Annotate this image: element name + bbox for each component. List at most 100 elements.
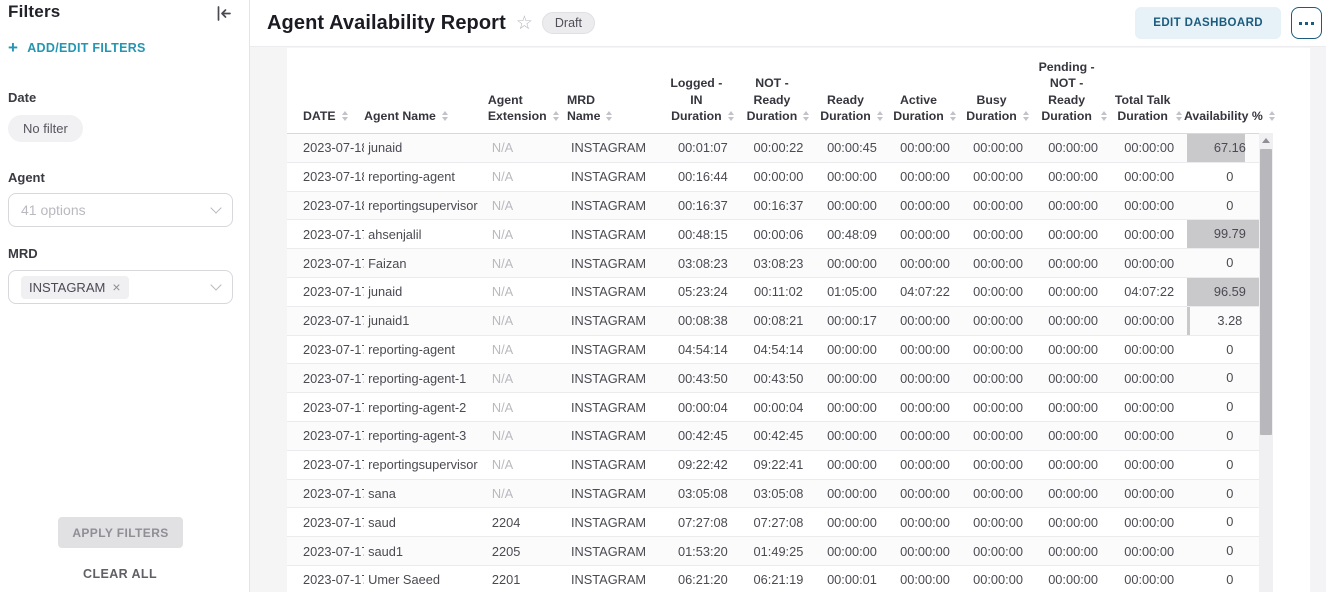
collapse-sidebar-button[interactable] <box>212 2 235 28</box>
page-header: Agent Availability Report ☆ Draft EDIT D… <box>250 0 1326 47</box>
cell-agent-extension: N/A <box>487 306 567 336</box>
cell-busy-duration: 00:00:00 <box>961 277 1035 307</box>
cell-logged-in-duration: 00:08:38 <box>664 306 742 336</box>
collapse-left-icon <box>214 6 233 26</box>
column-header-busy-duration[interactable]: Busy Duration <box>961 48 1035 134</box>
table-scrollbar-thumb[interactable] <box>1260 149 1272 435</box>
cell-active-duration: 00:00:00 <box>888 162 962 192</box>
cell-date: 2023-07-17 <box>287 277 365 307</box>
cell-active-duration: 00:00:00 <box>888 191 962 221</box>
cell-pending-not-ready-duration: 00:00:00 <box>1034 306 1112 336</box>
column-header-logged-in-duration[interactable]: Logged - IN Duration <box>664 48 742 134</box>
column-label: Busy Duration <box>966 92 1017 123</box>
column-header-availability[interactable]: Availability % <box>1183 48 1275 134</box>
cell-total-talk-duration: 00:00:00 <box>1111 191 1187 221</box>
cell-not-ready-duration: 01:49:25 <box>741 536 816 566</box>
cell-active-duration: 00:00:00 <box>888 392 962 422</box>
mrd-tag-label: INSTAGRAM <box>29 279 106 295</box>
cell-date: 2023-07-17 <box>287 565 365 592</box>
sort-icon <box>949 111 957 121</box>
table-header-row: DATE Agent Name Agent Extension MRD Name Log… <box>287 48 1275 134</box>
cell-busy-duration: 00:00:00 <box>961 450 1035 480</box>
cell-not-ready-duration: 00:43:50 <box>741 363 816 394</box>
cell-active-duration: 00:00:00 <box>888 133 962 163</box>
column-header-date[interactable]: DATE <box>287 48 365 134</box>
cell-ready-duration: 00:00:17 <box>815 306 889 336</box>
cell-availability: 67.16 <box>1186 133 1273 163</box>
availability-bar <box>1186 220 1273 248</box>
cell-not-ready-duration: 04:54:14 <box>741 335 816 365</box>
cell-pending-not-ready-duration: 00:00:00 <box>1034 507 1112 538</box>
filters-title: Filters <box>8 2 61 21</box>
cell-mrd-name: INSTAGRAM <box>566 450 665 480</box>
agent-select[interactable]: 41 options <box>8 193 233 227</box>
column-header-agent-extension[interactable]: Agent Extension <box>487 48 567 134</box>
column-header-ready-duration[interactable]: Ready Duration <box>815 48 889 134</box>
cell-mrd-name: INSTAGRAM <box>566 219 665 250</box>
cell-active-duration: 00:00:00 <box>888 306 962 336</box>
column-label: Agent Extension <box>487 92 547 123</box>
sort-icon <box>441 111 449 121</box>
cell-ready-duration: 00:00:00 <box>815 392 889 422</box>
cell-availability: 0 <box>1186 392 1273 422</box>
cell-mrd-name: INSTAGRAM <box>566 392 665 422</box>
cell-total-talk-duration: 04:07:22 <box>1111 277 1187 307</box>
cell-total-talk-duration: 00:00:00 <box>1111 507 1187 538</box>
column-header-mrd-name[interactable]: MRD Name <box>566 48 665 134</box>
date-filter-chip[interactable]: No filter <box>8 115 83 142</box>
cell-availability: 0 <box>1186 536 1273 566</box>
cell-pending-not-ready-duration: 00:00:00 <box>1034 450 1112 480</box>
cell-availability: 96.59 <box>1186 277 1273 307</box>
cell-agent-extension: N/A <box>487 363 567 394</box>
sort-icon <box>1022 111 1030 121</box>
table-scrollbar-track[interactable] <box>1259 133 1273 592</box>
cell-busy-duration: 00:00:00 <box>961 306 1035 336</box>
table-row: 2023-07-18 junaid N/A INSTAGRAM 00:01:07 00:0… <box>287 133 1273 163</box>
add-edit-filters-button[interactable]: + ADD/EDIT FILTERS <box>8 39 146 56</box>
cell-agent-extension: N/A <box>487 191 567 221</box>
add-edit-filters-label: ADD/EDIT FILTERS <box>27 41 146 55</box>
cell-date: 2023-07-17 <box>287 536 365 566</box>
cell-logged-in-duration: 07:27:08 <box>664 507 742 538</box>
cell-not-ready-duration: 00:00:04 <box>741 392 816 422</box>
column-header-total-talk-duration[interactable]: Total Talk Duration <box>1111 48 1187 134</box>
cell-busy-duration: 00:00:00 <box>961 565 1035 592</box>
cell-active-duration: 00:00:00 <box>888 363 962 394</box>
cell-ready-duration: 00:00:45 <box>815 133 889 163</box>
cell-agent-extension: N/A <box>487 421 567 451</box>
cell-total-talk-duration: 00:00:00 <box>1111 421 1187 451</box>
cell-date: 2023-07-18 <box>287 162 365 192</box>
cell-agent-name: Umer Saeed <box>364 565 488 592</box>
cell-agent-name: saud <box>364 507 488 538</box>
cell-pending-not-ready-duration: 00:00:00 <box>1034 277 1112 307</box>
more-menu-button[interactable] <box>1291 7 1322 39</box>
cell-mrd-name: INSTAGRAM <box>566 162 665 192</box>
column-label: Active Duration <box>893 92 944 123</box>
remove-tag-icon[interactable]: × <box>112 279 121 295</box>
scroll-up-arrow-icon[interactable] <box>1262 138 1270 143</box>
cell-ready-duration: 00:00:00 <box>815 536 889 566</box>
window-scrollbar-track[interactable] <box>1310 47 1326 592</box>
edit-dashboard-button[interactable]: EDIT DASHBOARD <box>1135 7 1281 39</box>
more-menu-icon <box>1299 21 1314 25</box>
mrd-select[interactable]: INSTAGRAM × <box>8 270 233 304</box>
cell-agent-extension: N/A <box>487 133 567 163</box>
cell-ready-duration: 00:00:00 <box>815 248 889 278</box>
clear-all-button[interactable]: CLEAR ALL <box>0 567 240 581</box>
column-label: Availability % <box>1183 108 1263 123</box>
cell-availability: 0 <box>1186 162 1273 192</box>
mrd-selected-tag: INSTAGRAM × <box>21 275 129 299</box>
apply-filters-button[interactable]: APPLY FILTERS <box>58 517 183 548</box>
table-row: 2023-07-17 reporting-agent N/A INSTAGRAM 04:… <box>287 335 1273 365</box>
cell-busy-duration: 00:00:00 <box>961 133 1035 163</box>
favorite-star-icon[interactable]: ☆ <box>515 12 533 34</box>
column-header-agent-name[interactable]: Agent Name <box>364 48 488 134</box>
column-header-not-ready-duration[interactable]: NOT - Ready Duration <box>741 48 816 134</box>
sort-icon <box>552 111 560 121</box>
column-header-pending-not-ready-duration[interactable]: Pending - NOT - Ready Duration <box>1034 48 1112 134</box>
table-row: 2023-07-17 Faizan N/A INSTAGRAM 03:08:23 03:0… <box>287 248 1273 278</box>
table-row: 2023-07-17 saud1 2205 INSTAGRAM 01:53:20 01:4… <box>287 536 1273 566</box>
column-header-active-duration[interactable]: Active Duration <box>888 48 962 134</box>
cell-total-talk-duration: 00:00:00 <box>1111 133 1187 163</box>
